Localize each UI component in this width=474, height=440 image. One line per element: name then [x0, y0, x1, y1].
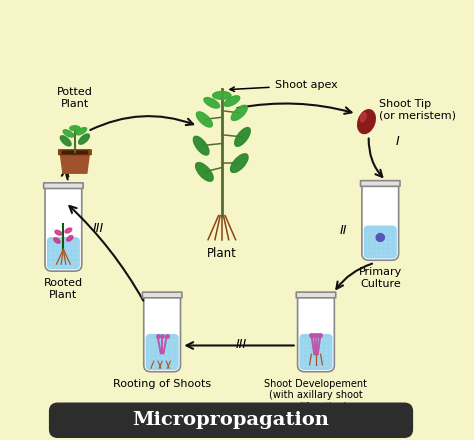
FancyBboxPatch shape — [362, 182, 399, 260]
Ellipse shape — [224, 96, 240, 106]
Ellipse shape — [193, 136, 209, 155]
Text: Shoot Developement
(with axillary shoot
proliferation): Shoot Developement (with axillary shoot … — [264, 379, 367, 412]
Ellipse shape — [231, 105, 247, 121]
Text: I: I — [396, 135, 400, 148]
Ellipse shape — [213, 92, 231, 99]
Text: II: II — [340, 224, 347, 238]
Text: III: III — [92, 222, 103, 235]
Ellipse shape — [230, 154, 248, 172]
FancyBboxPatch shape — [296, 292, 336, 298]
FancyBboxPatch shape — [50, 403, 412, 437]
Text: Rooting of Shoots: Rooting of Shoots — [113, 379, 211, 389]
Ellipse shape — [54, 238, 60, 243]
FancyBboxPatch shape — [62, 150, 88, 154]
FancyBboxPatch shape — [361, 181, 400, 186]
FancyBboxPatch shape — [146, 334, 179, 370]
Ellipse shape — [235, 128, 250, 146]
Ellipse shape — [196, 162, 213, 181]
Text: Shoot apex: Shoot apex — [230, 81, 337, 92]
Text: III: III — [236, 338, 247, 351]
Text: Shoot Tip
(or meristem): Shoot Tip (or meristem) — [379, 99, 456, 120]
Ellipse shape — [358, 110, 375, 133]
FancyBboxPatch shape — [298, 293, 334, 372]
Ellipse shape — [360, 113, 366, 122]
Ellipse shape — [67, 236, 73, 241]
Text: Primary
Culture: Primary Culture — [359, 267, 402, 289]
FancyBboxPatch shape — [144, 293, 181, 372]
FancyBboxPatch shape — [47, 237, 80, 269]
FancyBboxPatch shape — [58, 150, 91, 155]
Ellipse shape — [204, 98, 219, 108]
Ellipse shape — [63, 130, 74, 137]
Polygon shape — [60, 152, 90, 173]
FancyBboxPatch shape — [44, 183, 83, 188]
Text: Micropropagation: Micropropagation — [133, 411, 329, 429]
Ellipse shape — [79, 134, 90, 144]
FancyBboxPatch shape — [364, 225, 397, 258]
Ellipse shape — [196, 112, 212, 127]
Circle shape — [376, 234, 384, 242]
Ellipse shape — [76, 128, 87, 135]
Text: Rooted
Plant: Rooted Plant — [44, 278, 83, 300]
FancyBboxPatch shape — [300, 334, 332, 370]
Ellipse shape — [65, 228, 72, 233]
FancyBboxPatch shape — [142, 292, 182, 298]
Text: Plant: Plant — [207, 247, 237, 260]
Ellipse shape — [60, 136, 71, 146]
FancyBboxPatch shape — [45, 184, 82, 271]
Ellipse shape — [55, 230, 62, 235]
Ellipse shape — [70, 126, 80, 131]
Text: Potted
Plant: Potted Plant — [57, 87, 93, 109]
